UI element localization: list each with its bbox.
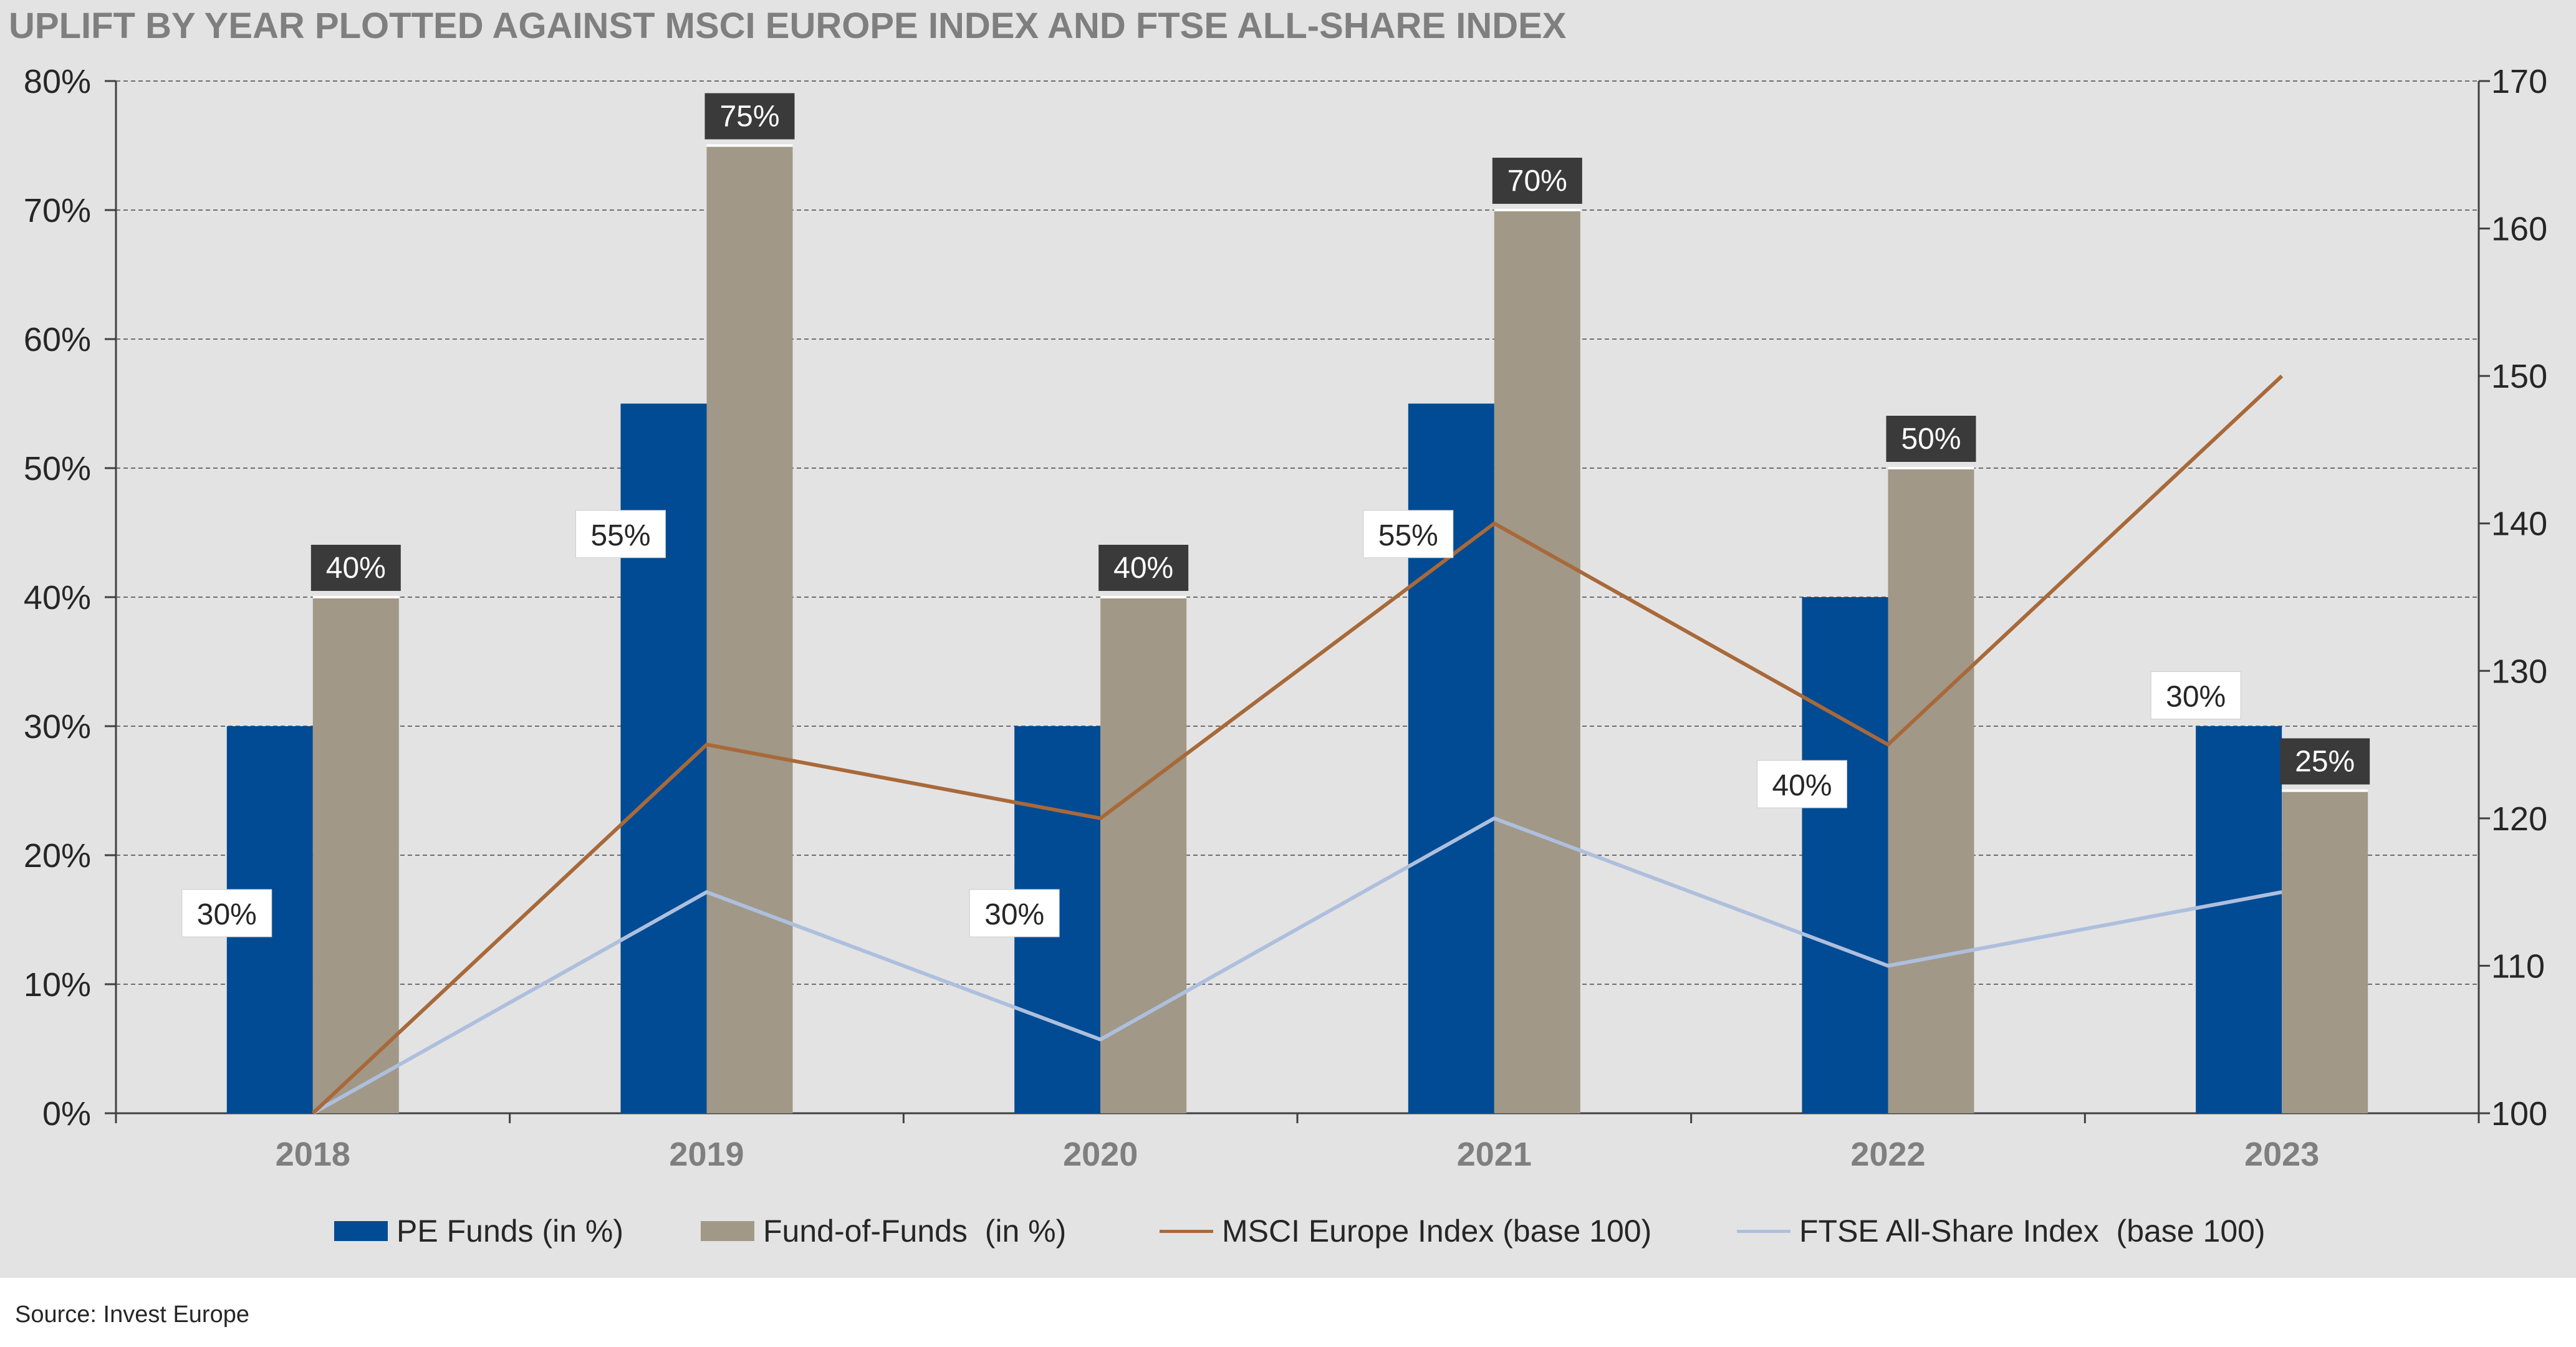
label-fund-of-funds: 70% xyxy=(1507,165,1567,198)
y-tick-label: 20% xyxy=(24,837,91,875)
bars xyxy=(226,144,2368,1113)
y2-tick-label: 150 xyxy=(2491,358,2547,395)
legend-swatch-msci xyxy=(1160,1229,1213,1233)
label-box-pe-funds xyxy=(969,889,1060,937)
y-tick-label: 30% xyxy=(24,708,91,745)
x-tick-label: 2018 xyxy=(276,1136,350,1173)
legend-swatch-pe-funds xyxy=(334,1221,388,1241)
label-box-fund-of-funds xyxy=(1492,158,1582,204)
legend-label-ftse: FTSE All-Share Index (base 100) xyxy=(1799,1214,2266,1249)
chart-title: UPLIFT BY YEAR PLOTTED AGAINST MSCI EURO… xyxy=(9,6,1567,46)
gridlines xyxy=(116,80,2479,985)
tick-labels: 0% 10% 20% 30% 40% 50% 60% 70% 80% 100 110 120 130 14… xyxy=(24,63,2547,1173)
label-pe-funds: 55% xyxy=(1378,519,1438,552)
bar-fund-of-funds xyxy=(1494,210,1580,1113)
bar-fund-of-funds xyxy=(1100,597,1187,1113)
x-tick-label: 2021 xyxy=(1457,1136,1532,1173)
y2-tick-label: 170 xyxy=(2491,63,2547,100)
y-tick-label: 60% xyxy=(24,321,91,358)
axes xyxy=(105,80,2490,1123)
chart-panel xyxy=(0,0,2576,1278)
label-box-fund-of-funds xyxy=(310,545,401,591)
y2-tick-label: 120 xyxy=(2491,800,2547,838)
legend-item-ftse: FTSE All-Share Index (base 100) xyxy=(1737,1209,2266,1253)
legend-swatch-fund-of-funds xyxy=(701,1221,754,1241)
label-fund-of-funds: 40% xyxy=(1113,552,1173,585)
y2-tick-label: 110 xyxy=(2491,947,2545,985)
label-box-pe-funds xyxy=(575,510,666,558)
legend-swatch-ftse xyxy=(1737,1229,1790,1233)
source-note: Source: Invest Europe xyxy=(15,1301,249,1328)
label-box-pe-funds xyxy=(181,889,272,937)
bar-fund-of-funds xyxy=(2282,790,2368,1113)
bar-fund-of-funds xyxy=(312,597,399,1113)
y2-tick-label: 140 xyxy=(2491,506,2547,543)
bar-fund-of-funds xyxy=(706,145,793,1113)
label-pe-funds: 55% xyxy=(590,519,650,552)
legend-label-fund-of-funds: Fund-of-Funds (in %) xyxy=(763,1214,1067,1249)
y2-tick-label: 160 xyxy=(2491,211,2547,248)
y-tick-label: 50% xyxy=(24,450,91,487)
legend-item-msci: MSCI Europe Index (base 100) xyxy=(1160,1209,1651,1253)
label-fund-of-funds: 75% xyxy=(719,100,779,133)
legend: PE Funds (in %) Fund-of-Funds (in %) MSC… xyxy=(0,1209,2576,1253)
label-fund-of-funds: 25% xyxy=(2295,745,2355,779)
bar-fund-of-funds xyxy=(1888,468,1974,1113)
label-box-pe-funds xyxy=(1363,510,1454,558)
x-tick-label: 2022 xyxy=(1850,1136,1925,1173)
label-fund-of-funds: 50% xyxy=(1901,423,1961,456)
lines xyxy=(311,374,2284,1115)
y-tick-label: 70% xyxy=(24,192,91,229)
x-tick-label: 2019 xyxy=(669,1136,744,1173)
label-box-fund-of-funds xyxy=(1886,416,1976,462)
bar-pe-funds xyxy=(2196,726,2282,1113)
y-tick-label: 0% xyxy=(42,1095,91,1133)
label-pe-funds: 30% xyxy=(197,898,257,931)
data-labels: 40% 75% 40% 70% 50% 25% 30% 55% 30% 55% 40% 30% xyxy=(181,93,2370,937)
x-tick-label: 2020 xyxy=(1063,1136,1138,1173)
label-box-fund-of-funds xyxy=(2280,738,2370,785)
label-fund-of-funds: 40% xyxy=(326,552,386,585)
chart-plot: 40% 75% 40% 70% 50% 25% 30% 55% 30% 55% 40% 30% 0% 1… xyxy=(24,63,2547,1173)
bar-pe-funds xyxy=(1802,597,1888,1113)
legend-label-pe-funds: PE Funds (in %) xyxy=(396,1214,624,1249)
legend-item-fund-of-funds: Fund-of-Funds (in %) xyxy=(701,1209,1066,1253)
label-box-fund-of-funds xyxy=(704,93,795,140)
line-msci xyxy=(311,374,2284,1115)
label-box-pe-funds xyxy=(1757,760,1847,808)
label-box-fund-of-funds xyxy=(1098,545,1189,591)
y-tick-label: 10% xyxy=(24,966,91,1004)
label-pe-funds: 30% xyxy=(984,898,1044,931)
label-pe-funds: 40% xyxy=(1772,769,1832,802)
y-tick-label: 40% xyxy=(24,579,91,616)
y2-tick-label: 100 xyxy=(2491,1095,2547,1133)
label-pe-funds: 30% xyxy=(2166,681,2226,714)
y2-tick-label: 130 xyxy=(2491,653,2547,690)
label-box-pe-funds xyxy=(2150,671,2241,719)
legend-item-pe-funds: PE Funds (in %) xyxy=(334,1209,623,1253)
x-tick-label: 2023 xyxy=(2244,1136,2319,1173)
legend-label-msci: MSCI Europe Index (base 100) xyxy=(1222,1214,1652,1249)
y-tick-label: 80% xyxy=(24,63,91,100)
line-ftse xyxy=(312,816,2282,1115)
